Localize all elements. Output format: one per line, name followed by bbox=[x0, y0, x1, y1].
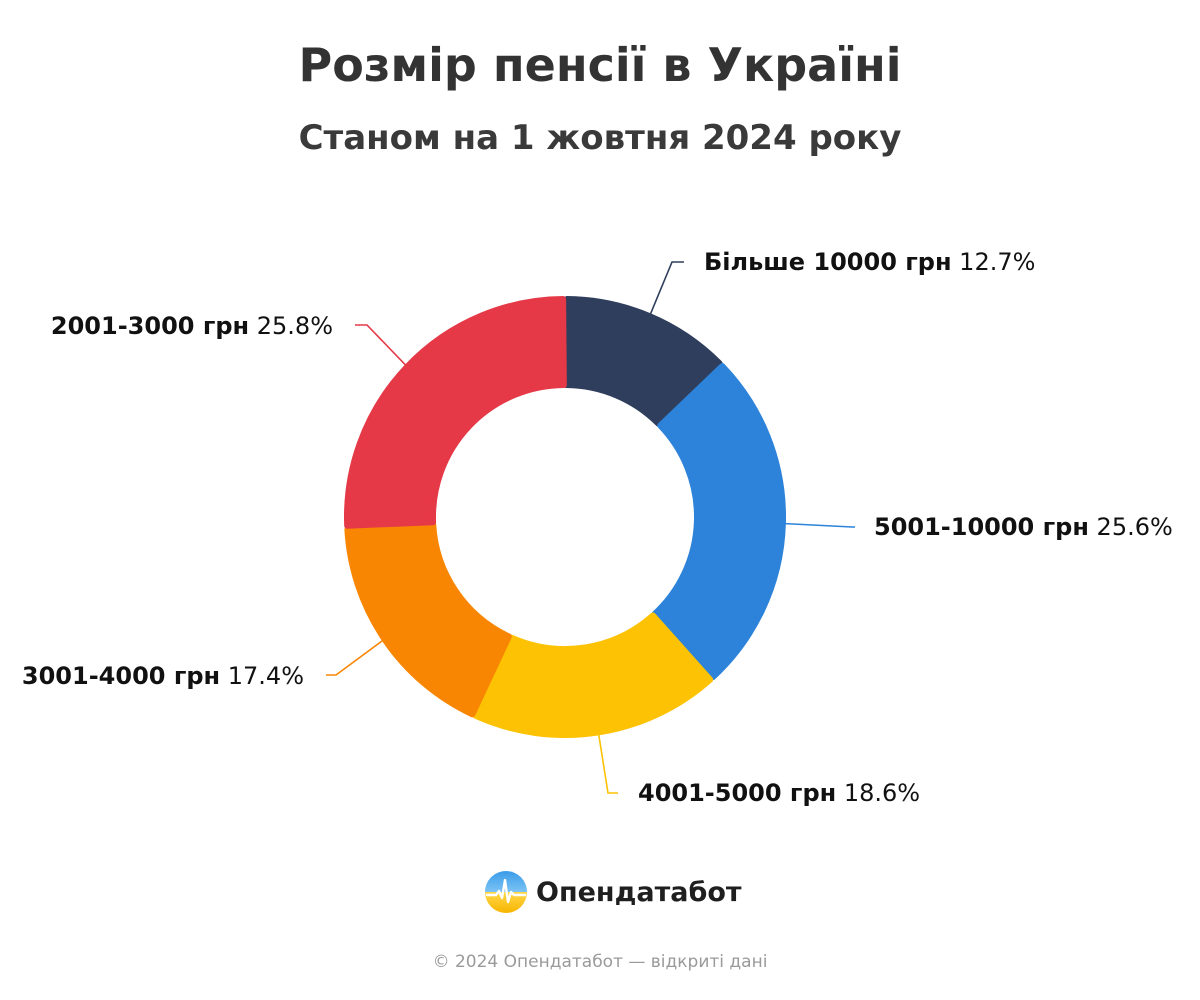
slice-value: 18.6% bbox=[836, 779, 920, 807]
donut-slice bbox=[472, 612, 714, 738]
slice-label: 3001-4000 грн 17.4% bbox=[22, 662, 304, 690]
brand-name: Опендатабот bbox=[536, 876, 742, 908]
slice-category: Більше 10000 грн bbox=[704, 248, 952, 276]
slice-label: 5001-10000 грн 25.6% bbox=[874, 513, 1173, 541]
donut-slice bbox=[563, 296, 723, 427]
slice-value: 25.6% bbox=[1089, 513, 1173, 541]
leader-line bbox=[782, 522, 855, 528]
slice-category: 3001-4000 грн bbox=[22, 662, 220, 690]
slice-category: 2001-3000 грн bbox=[51, 312, 249, 340]
slice-label: 2001-3000 грн 25.8% bbox=[51, 312, 333, 340]
slice-value: 12.7% bbox=[952, 248, 1036, 276]
donut-slice bbox=[344, 296, 567, 529]
leader-line bbox=[648, 261, 684, 317]
leader-line bbox=[355, 324, 408, 368]
slice-value: 25.8% bbox=[249, 312, 333, 340]
slice-label: 4001-5000 грн 18.6% bbox=[638, 779, 920, 807]
slice-category: 4001-5000 грн bbox=[638, 779, 836, 807]
leader-line bbox=[597, 732, 618, 794]
slice-category: 5001-10000 грн bbox=[874, 513, 1089, 541]
opendatabot-logo-icon bbox=[485, 871, 527, 913]
chart-title: Розмір пенсії в Україні bbox=[298, 38, 902, 92]
copyright-footer: © 2024 Опендатабот — відкриті дані bbox=[432, 952, 768, 972]
chart-subtitle: Станом на 1 жовтня 2024 року bbox=[298, 118, 902, 158]
donut-slice bbox=[344, 521, 512, 718]
slice-label: Більше 10000 грн 12.7% bbox=[704, 248, 1035, 276]
brand: Опендатабот bbox=[484, 870, 742, 914]
leader-line bbox=[326, 638, 385, 676]
donut-slice bbox=[651, 363, 786, 681]
slice-value: 17.4% bbox=[220, 662, 304, 690]
